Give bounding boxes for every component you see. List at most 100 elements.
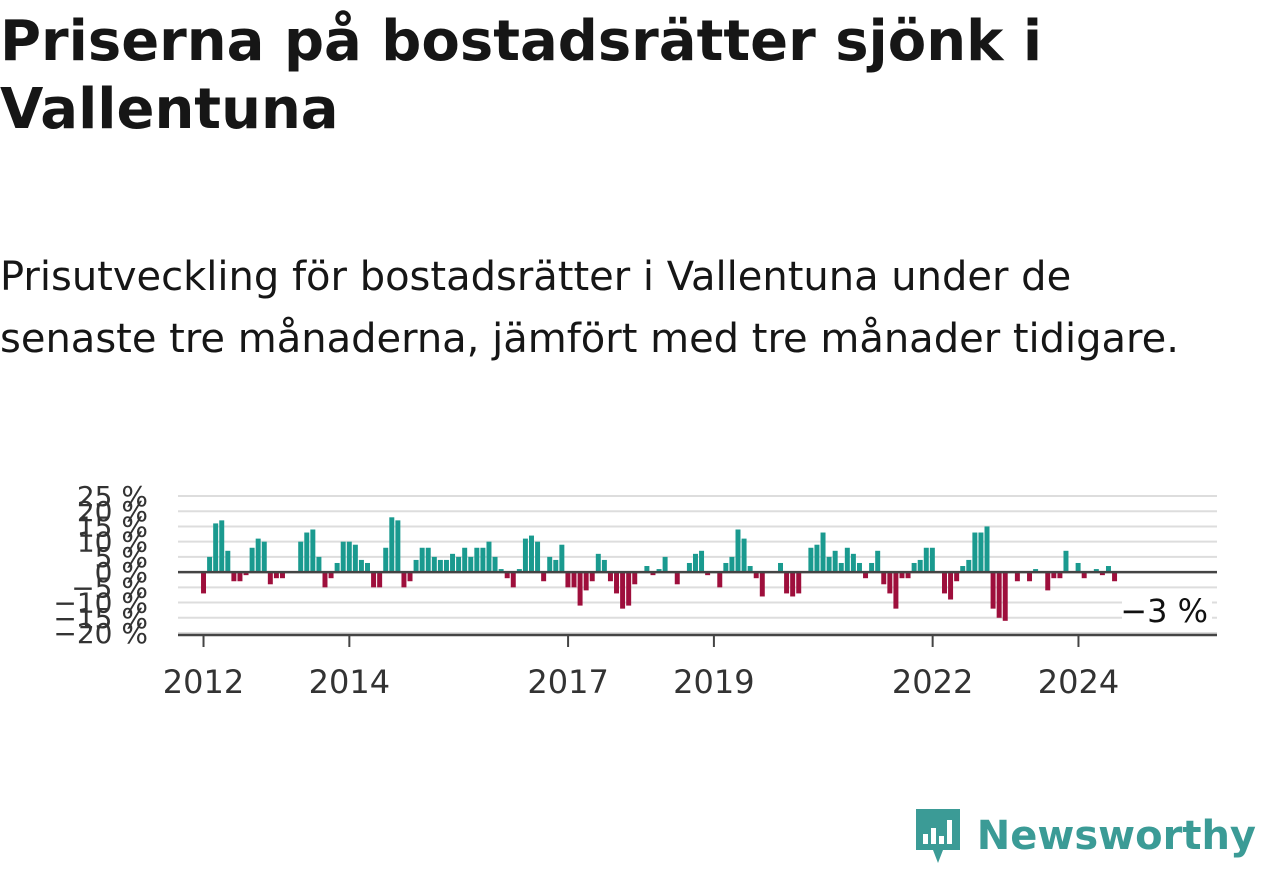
bar xyxy=(723,562,729,573)
bar xyxy=(632,572,638,585)
bar xyxy=(1002,572,1008,621)
bar xyxy=(1014,572,1020,582)
bar xyxy=(249,547,255,573)
bar xyxy=(541,572,547,582)
bar xyxy=(972,532,978,573)
bar xyxy=(443,559,449,573)
bar xyxy=(863,572,869,579)
bar xyxy=(498,569,504,573)
y-tick-label: 10 % xyxy=(77,526,148,559)
bar xyxy=(207,556,213,573)
bar xyxy=(535,541,541,573)
bar xyxy=(231,572,237,582)
bar xyxy=(346,541,352,573)
bar xyxy=(298,541,304,573)
bar xyxy=(1045,572,1051,591)
bar xyxy=(510,572,516,588)
bar xyxy=(917,559,923,573)
bar xyxy=(656,569,662,573)
bar xyxy=(1105,566,1111,573)
bar xyxy=(607,572,613,582)
bars xyxy=(201,517,1118,621)
bar xyxy=(225,550,231,573)
bar xyxy=(577,572,583,606)
bar xyxy=(644,566,650,573)
bar xyxy=(899,572,905,579)
bar xyxy=(820,532,826,573)
bar xyxy=(450,553,456,573)
bar xyxy=(425,547,431,573)
y-tick-label: −15 % xyxy=(53,602,148,635)
bar xyxy=(456,556,462,573)
annotation-background xyxy=(1122,594,1212,630)
bar xyxy=(261,541,267,573)
bar xyxy=(279,572,285,579)
bar xyxy=(911,562,917,573)
y-tick-label: 5 % xyxy=(95,541,148,574)
bar xyxy=(219,520,225,573)
brand-name: Newsworthy xyxy=(976,813,1256,859)
bar xyxy=(796,572,802,594)
bar xyxy=(790,572,796,597)
bar xyxy=(699,550,705,573)
bar xyxy=(383,547,389,573)
bar xyxy=(826,556,832,573)
y-tick-label: 25 % xyxy=(77,480,148,513)
bar xyxy=(486,541,492,573)
bar xyxy=(371,572,377,588)
bar xyxy=(589,572,595,582)
bar xyxy=(984,526,990,573)
x-tick-label: 2014 xyxy=(309,663,390,701)
bar xyxy=(650,572,656,576)
bar xyxy=(960,566,966,573)
bar xyxy=(735,529,741,573)
bar xyxy=(778,562,783,573)
bar xyxy=(468,556,474,573)
y-axis-ticks: −20 %−15 %−10 %−5 %0 %5 %10 %15 %20 %25 … xyxy=(53,480,148,650)
bar-chart: −20 %−15 %−10 %−5 %0 %5 %10 %15 %20 %25 … xyxy=(53,480,1217,701)
bar xyxy=(1112,572,1118,582)
bar xyxy=(413,559,419,573)
y-tick-label: −20 % xyxy=(53,617,148,650)
bar xyxy=(1075,562,1081,573)
bar xyxy=(747,566,753,573)
y-tick-label: −10 % xyxy=(53,587,148,620)
bar xyxy=(887,572,893,594)
bar xyxy=(869,562,875,573)
bar xyxy=(237,572,243,582)
bar xyxy=(850,553,856,573)
bar xyxy=(547,556,553,573)
bar xyxy=(875,550,881,573)
bar xyxy=(717,572,723,588)
bar xyxy=(753,572,759,579)
bar xyxy=(893,572,899,609)
bar xyxy=(407,572,413,582)
bar xyxy=(522,538,528,573)
bar xyxy=(437,559,443,573)
bar xyxy=(1033,569,1039,573)
bar xyxy=(1027,572,1033,582)
x-tick-label: 2012 xyxy=(163,663,244,701)
bar xyxy=(377,572,383,588)
bar xyxy=(996,572,1002,618)
bar xyxy=(692,553,698,573)
bar xyxy=(954,572,960,582)
bar xyxy=(662,556,668,573)
bar xyxy=(365,562,370,573)
bar xyxy=(462,547,468,573)
x-tick-label: 2017 xyxy=(527,663,608,701)
chart-subtitle: Prisutveckling för bostadsrätter i Valle… xyxy=(0,254,1179,362)
bar xyxy=(1099,572,1105,576)
bar xyxy=(929,547,935,573)
bar xyxy=(1057,572,1063,579)
bar xyxy=(808,547,814,573)
bar xyxy=(340,541,346,573)
bar xyxy=(674,572,680,585)
bar xyxy=(565,572,571,588)
bar xyxy=(310,529,316,573)
bar xyxy=(620,572,626,609)
bar xyxy=(571,572,577,588)
y-tick-label: 20 % xyxy=(77,495,148,528)
bar xyxy=(1051,572,1057,579)
bar xyxy=(304,532,310,573)
